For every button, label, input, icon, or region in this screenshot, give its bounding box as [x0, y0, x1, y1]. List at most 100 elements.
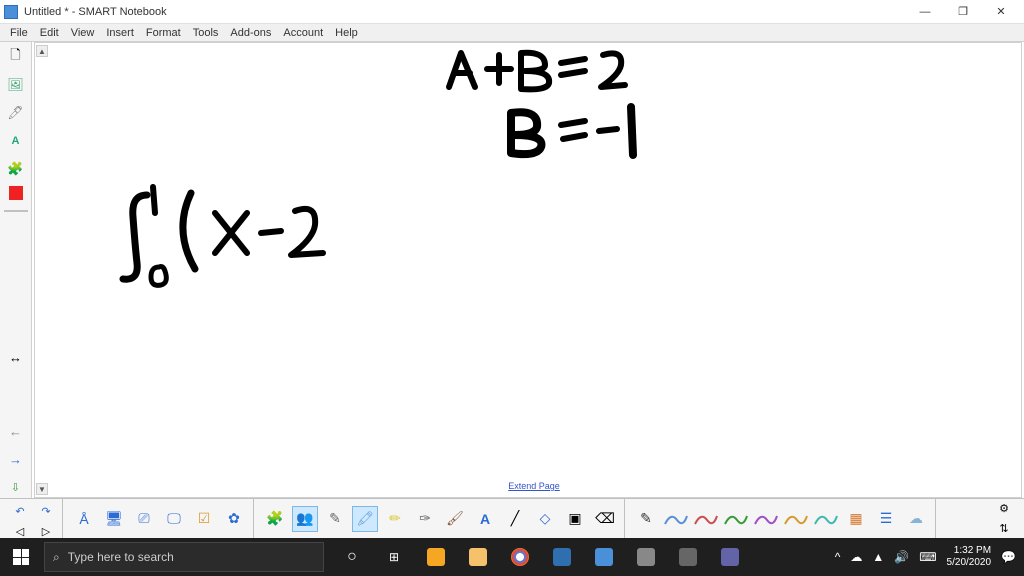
- forward-icon[interactable]: →: [5, 448, 27, 470]
- text-a-icon[interactable]: A: [472, 506, 498, 532]
- stroke-orange[interactable]: [783, 510, 809, 528]
- tray-lang-icon[interactable]: ⌨: [919, 550, 936, 564]
- back-icon[interactable]: ←: [5, 420, 27, 442]
- menu-edit[interactable]: Edit: [34, 27, 65, 39]
- scroll-up-icon[interactable]: ▲: [36, 45, 48, 57]
- tools-group-1: Å 🖥 ⎚ 🖵 ☑ ✿: [65, 499, 254, 538]
- tools-group-2: 🧩 👥 ✎ 🖍 ✏ ✑ 🖌 A ╱ ◇ ▣ ⌫: [256, 499, 625, 538]
- align-icon[interactable]: ☰: [873, 506, 899, 532]
- shape-icon[interactable]: ◇: [532, 506, 558, 532]
- menu-insert[interactable]: Insert: [100, 27, 140, 39]
- task-outlook-icon[interactable]: [542, 538, 582, 576]
- menu-help[interactable]: Help: [329, 27, 364, 39]
- system-tray: ^ ☁ ▲ 🔊 ⌨ 1:32 PM 5/20/2020 💬: [827, 545, 1024, 569]
- stroke-teal[interactable]: [813, 510, 839, 528]
- tray-sound-icon[interactable]: 🔊: [894, 550, 909, 564]
- task-chrome-icon[interactable]: [500, 538, 540, 576]
- handwriting-layer: [51, 45, 1011, 485]
- pencil-icon[interactable]: ✎: [322, 506, 348, 532]
- undo-button[interactable]: ↶: [10, 501, 30, 521]
- menubar: File Edit View Insert Format Tools Add-o…: [0, 24, 1024, 42]
- task-chat-icon[interactable]: [416, 538, 456, 576]
- menu-format[interactable]: Format: [140, 27, 187, 39]
- cloud-icon[interactable]: ☁: [903, 506, 929, 532]
- canvas[interactable]: Extend Page: [51, 45, 1017, 495]
- search-placeholder: Type here to search: [68, 550, 174, 564]
- taskview-icon[interactable]: ⊞: [374, 538, 414, 576]
- image-tool-icon[interactable]: 🖼: [5, 74, 27, 96]
- page-down-icon[interactable]: ⇩: [5, 476, 27, 498]
- color-grid-icon[interactable]: ▦: [843, 506, 869, 532]
- cortana-icon[interactable]: ○: [332, 538, 372, 576]
- history-group: ↶ ↷ ◁ ▷: [4, 499, 63, 538]
- search-box[interactable]: ⌕ Type here to search: [44, 542, 324, 572]
- crayon-icon[interactable]: 🖍: [352, 506, 378, 532]
- settings-group: ⚙ ⇅: [988, 499, 1020, 538]
- canvas-area: ▲ ▼: [34, 42, 1022, 498]
- stroke-purple[interactable]: [753, 510, 779, 528]
- menu-addons[interactable]: Add-ons: [224, 27, 277, 39]
- text-style-icon[interactable]: A: [5, 130, 27, 152]
- windows-logo-icon: [13, 549, 29, 565]
- puzzle-icon[interactable]: 🧩: [262, 506, 288, 532]
- tray-wifi-icon[interactable]: ▲: [872, 550, 884, 564]
- calligraphy-icon[interactable]: ✑: [412, 506, 438, 532]
- task-notebook-icon[interactable]: [584, 538, 624, 576]
- screen-icon[interactable]: ⎚: [131, 506, 157, 532]
- paint-icon[interactable]: 🖌: [442, 506, 468, 532]
- clock-date: 5/20/2020: [947, 557, 992, 569]
- menu-view[interactable]: View: [65, 27, 101, 39]
- close-button[interactable]: ✕: [982, 1, 1020, 23]
- pen-tool-icon[interactable]: 🖊: [5, 102, 27, 124]
- monitor-icon[interactable]: 🖵: [161, 506, 187, 532]
- left-toolbar: 🗋 🖼 🖊 A 🧩 ↔ ← → ⇩: [0, 42, 32, 498]
- pen-select-icon[interactable]: ✎: [633, 506, 659, 532]
- puzzle-tool-icon[interactable]: 🧩: [5, 158, 27, 180]
- resize-icon[interactable]: ↔: [5, 346, 27, 368]
- restore-button[interactable]: ❐: [944, 1, 982, 23]
- titlebar: Untitled * - SMART Notebook — ❐ ✕: [0, 0, 1024, 24]
- menu-account[interactable]: Account: [277, 27, 329, 39]
- bottom-toolbar: ↶ ↷ ◁ ▷ Å 🖥 ⎚ 🖵 ☑ ✿ 🧩 👥 ✎ 🖍 ✏ ✑ 🖌 A ╱ ◇ …: [0, 498, 1024, 538]
- redo-button[interactable]: ↷: [36, 501, 56, 521]
- new-page-icon[interactable]: 🗋: [5, 46, 27, 68]
- extend-page-link[interactable]: Extend Page: [508, 481, 560, 491]
- menu-file[interactable]: File: [4, 27, 34, 39]
- eraser-icon[interactable]: ⌫: [592, 506, 618, 532]
- tray-notif-icon[interactable]: 💬: [1001, 550, 1016, 564]
- minimize-button[interactable]: —: [906, 1, 944, 23]
- tray-up-icon[interactable]: ^: [835, 550, 841, 564]
- stroke-green[interactable]: [723, 510, 749, 528]
- menu-tools[interactable]: Tools: [187, 27, 225, 39]
- start-button[interactable]: [0, 538, 42, 576]
- stroke-group: ✎ ▦ ☰ ☁: [627, 499, 936, 538]
- record-icon[interactable]: [9, 186, 23, 200]
- task-app1-icon[interactable]: [626, 538, 666, 576]
- check-icon[interactable]: ☑: [191, 506, 217, 532]
- window-controls: — ❐ ✕: [906, 1, 1020, 23]
- tray-onedrive-icon[interactable]: ☁: [850, 550, 862, 564]
- task-folder-icon[interactable]: [458, 538, 498, 576]
- canvas-scrollbar[interactable]: ▲ ▼: [35, 43, 49, 497]
- task-icons: ○ ⊞: [332, 538, 750, 576]
- settings-icon[interactable]: ⚙: [994, 499, 1014, 519]
- task-app2-icon[interactable]: [668, 538, 708, 576]
- stroke-blue[interactable]: [663, 510, 689, 528]
- clock[interactable]: 1:32 PM 5/20/2020: [947, 545, 992, 569]
- separator: [4, 210, 28, 212]
- fill-icon[interactable]: ▣: [562, 506, 588, 532]
- line-icon[interactable]: ╱: [502, 506, 528, 532]
- taskbar: ⌕ Type here to search ○ ⊞ ^ ☁ ▲ 🔊 ⌨ 1:32…: [0, 538, 1024, 576]
- highlighter-icon[interactable]: ✏: [382, 506, 408, 532]
- projector-icon[interactable]: 🖥: [101, 506, 127, 532]
- workspace: 🗋 🖼 🖊 A 🧩 ↔ ← → ⇩ ▲ ▼: [0, 42, 1024, 498]
- task-teams-icon[interactable]: [710, 538, 750, 576]
- flower-icon[interactable]: ✿: [221, 506, 247, 532]
- window-title: Untitled * - SMART Notebook: [24, 6, 906, 18]
- scroll-down-icon[interactable]: ▼: [36, 483, 48, 495]
- group-icon[interactable]: 👥: [292, 506, 318, 532]
- app-icon: [4, 5, 18, 19]
- expand-icon[interactable]: ⇅: [994, 519, 1014, 539]
- compass-icon[interactable]: Å: [71, 506, 97, 532]
- stroke-red[interactable]: [693, 510, 719, 528]
